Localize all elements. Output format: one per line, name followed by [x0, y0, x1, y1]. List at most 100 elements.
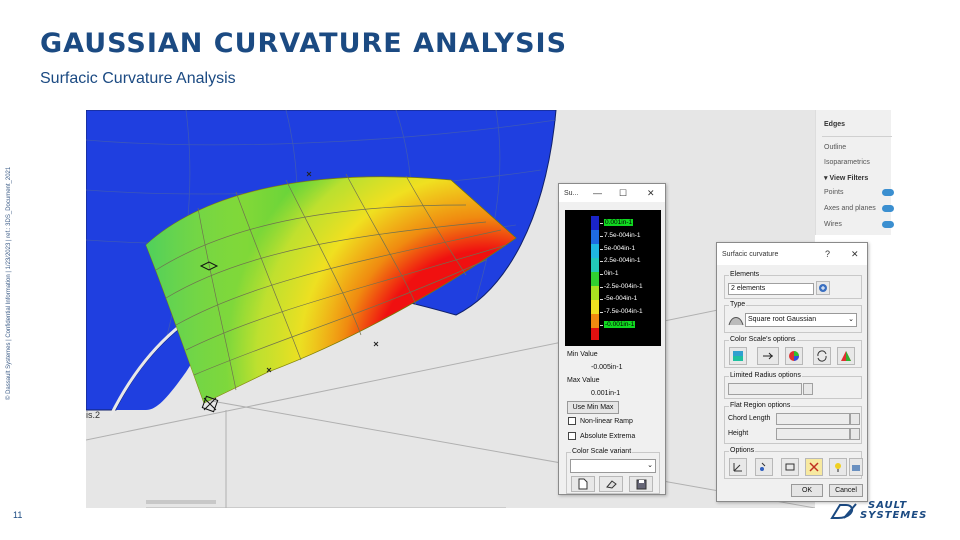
- height-field[interactable]: [776, 428, 850, 440]
- type-icon: [728, 313, 744, 327]
- color-scale-icon[interactable]: [729, 347, 747, 365]
- page-number: 11: [13, 510, 23, 520]
- limited-radius-field[interactable]: [728, 383, 802, 395]
- elements-field[interactable]: 2 elements: [728, 283, 814, 295]
- save-variant-icon[interactable]: [629, 476, 653, 492]
- scale-settings-icon[interactable]: [757, 347, 779, 365]
- scale-label[interactable]: 0in-1: [604, 270, 619, 277]
- cancel-button[interactable]: Cancel: [829, 484, 863, 497]
- options-group: Options: [724, 447, 863, 479]
- height-spinner[interactable]: [850, 428, 860, 440]
- type-select[interactable]: Square root Gaussian ⌄: [745, 313, 857, 327]
- scale-label[interactable]: 5e-004in-1: [604, 245, 636, 252]
- panel-item-view-filters[interactable]: ▾ View Filters: [824, 175, 869, 182]
- points-option-icon[interactable]: [755, 458, 773, 476]
- close-button[interactable]: ✕: [647, 188, 655, 198]
- limited-radius-spinner[interactable]: [803, 383, 813, 395]
- scale-swatch: [591, 272, 599, 286]
- height-label: Height: [728, 430, 749, 437]
- panel-item-isoparametrics[interactable]: Isoparametrics: [824, 159, 870, 166]
- scale-label[interactable]: -7.5e-004in-1: [604, 308, 643, 315]
- panel-item-points[interactable]: Points: [824, 189, 844, 196]
- erase-variant-icon[interactable]: [599, 476, 623, 492]
- axis-label: is.2: [86, 410, 101, 420]
- maximize-button[interactable]: ☐: [619, 188, 628, 198]
- panel-header: Edges: [824, 121, 846, 128]
- scale-label-min[interactable]: -0.001in-1: [604, 321, 636, 328]
- scale-tick: [600, 249, 603, 250]
- diagnosis-option-icon[interactable]: [805, 458, 823, 476]
- dialog-titlebar[interactable]: Su... — ☐ ✕: [559, 184, 665, 202]
- settings-option-icon[interactable]: [849, 458, 863, 476]
- points-toggle[interactable]: [882, 189, 894, 196]
- 3d-viewport[interactable]: is.2: [86, 110, 815, 508]
- scale-label-max[interactable]: 0.001in-1: [604, 219, 634, 226]
- panel-item-wires[interactable]: Wires: [824, 221, 842, 228]
- lightbulb-icon[interactable]: [829, 458, 847, 476]
- scale-swatch: [591, 314, 599, 328]
- chord-length-spinner[interactable]: [850, 413, 860, 425]
- new-variant-icon[interactable]: [571, 476, 595, 492]
- scale-label[interactable]: -5e-004in-1: [604, 295, 638, 302]
- scale-tick: [600, 287, 603, 288]
- absolute-extrema-checkbox[interactable]: [568, 432, 576, 440]
- page-subtitle: Surfacic Curvature Analysis: [40, 70, 236, 87]
- type-label: Type: [729, 301, 747, 308]
- min-value: -0.005in-1: [591, 364, 623, 371]
- point-markers: [266, 171, 379, 373]
- dialog-titlebar[interactable]: Surfacic curvature ? ✕: [717, 243, 867, 265]
- non-linear-ramp-checkbox[interactable]: [568, 417, 576, 425]
- wires-toggle[interactable]: [882, 221, 894, 228]
- patch-grid: [155, 173, 507, 391]
- chord-length-label: Chord Length: [728, 415, 771, 422]
- scale-swatch: [591, 230, 599, 244]
- chevron-down-icon: ⌄: [848, 316, 854, 323]
- plane-marker-icon: [199, 261, 219, 271]
- use-min-max-button[interactable]: Use Min Max: [567, 401, 619, 414]
- color-scale-dialog: Su... — ☐ ✕ 0.001in-1 7.5e-004in-1: [558, 183, 666, 495]
- options-label: Options: [729, 447, 756, 454]
- refresh-icon[interactable]: [813, 347, 831, 365]
- max-value-label: Max Value: [567, 377, 600, 384]
- scale-swatch: [591, 244, 599, 258]
- construction-lines: [86, 289, 815, 508]
- chord-length-field[interactable]: [776, 413, 850, 425]
- panel-divider: [822, 136, 892, 137]
- ok-button[interactable]: OK: [791, 484, 823, 497]
- panel-item-outline[interactable]: Outline: [824, 144, 847, 151]
- scale-tick: [600, 325, 603, 326]
- axis-option-icon[interactable]: [729, 458, 747, 476]
- scale-tick: [600, 299, 603, 300]
- color-scale-variant-group: Color Scale variant ⌄: [566, 448, 660, 494]
- pyramid-icon[interactable]: [837, 347, 855, 365]
- dialog-title: Su...: [564, 190, 579, 197]
- viewport-scrollbar[interactable]: [146, 500, 216, 504]
- variant-select[interactable]: ⌄: [570, 459, 656, 473]
- color-scale-options-group: Color Scale's options: [724, 336, 862, 368]
- scale-tick: [600, 261, 603, 262]
- absolute-extrema-label: Absolute Extrema: [580, 433, 636, 440]
- surfacic-curvature-dialog: Surfacic curvature ? ✕ Elements 2 elemen…: [716, 242, 868, 502]
- limited-radius-group: Limited Radius options: [724, 372, 862, 399]
- scale-swatch: [591, 328, 599, 340]
- axis-triad-icon[interactable]: [201, 395, 219, 413]
- confidential-note: © Dassault Systemes | Confidential Infor…: [6, 140, 16, 400]
- panel-item-axes-planes[interactable]: Axes and planes: [824, 205, 876, 212]
- frame-option-icon[interactable]: [781, 458, 799, 476]
- scale-swatch: [591, 300, 599, 314]
- minimize-button[interactable]: —: [593, 188, 602, 198]
- axes-planes-toggle[interactable]: [882, 205, 894, 212]
- scale-label[interactable]: 2.5e-004in-1: [604, 257, 641, 264]
- help-button[interactable]: ?: [825, 249, 831, 259]
- non-linear-ramp-label: Non-linear Ramp: [580, 418, 633, 425]
- viewport-canvas[interactable]: [86, 110, 815, 508]
- color-scale[interactable]: 0.001in-1 7.5e-004in-1 5e-004in-1 2.5e-0…: [565, 210, 661, 346]
- max-value: 0.001in-1: [591, 390, 621, 397]
- color-wheel-icon[interactable]: [785, 347, 803, 365]
- page-title: GAUSSIAN CURVATURE ANALYSIS: [40, 28, 568, 59]
- scale-label[interactable]: -2.5e-004in-1: [604, 283, 643, 290]
- selection-icon[interactable]: [816, 281, 830, 295]
- close-button[interactable]: ✕: [851, 249, 859, 259]
- scale-label[interactable]: 7.5e-004in-1: [604, 232, 641, 239]
- dialog-title: Surfacic curvature: [722, 251, 779, 258]
